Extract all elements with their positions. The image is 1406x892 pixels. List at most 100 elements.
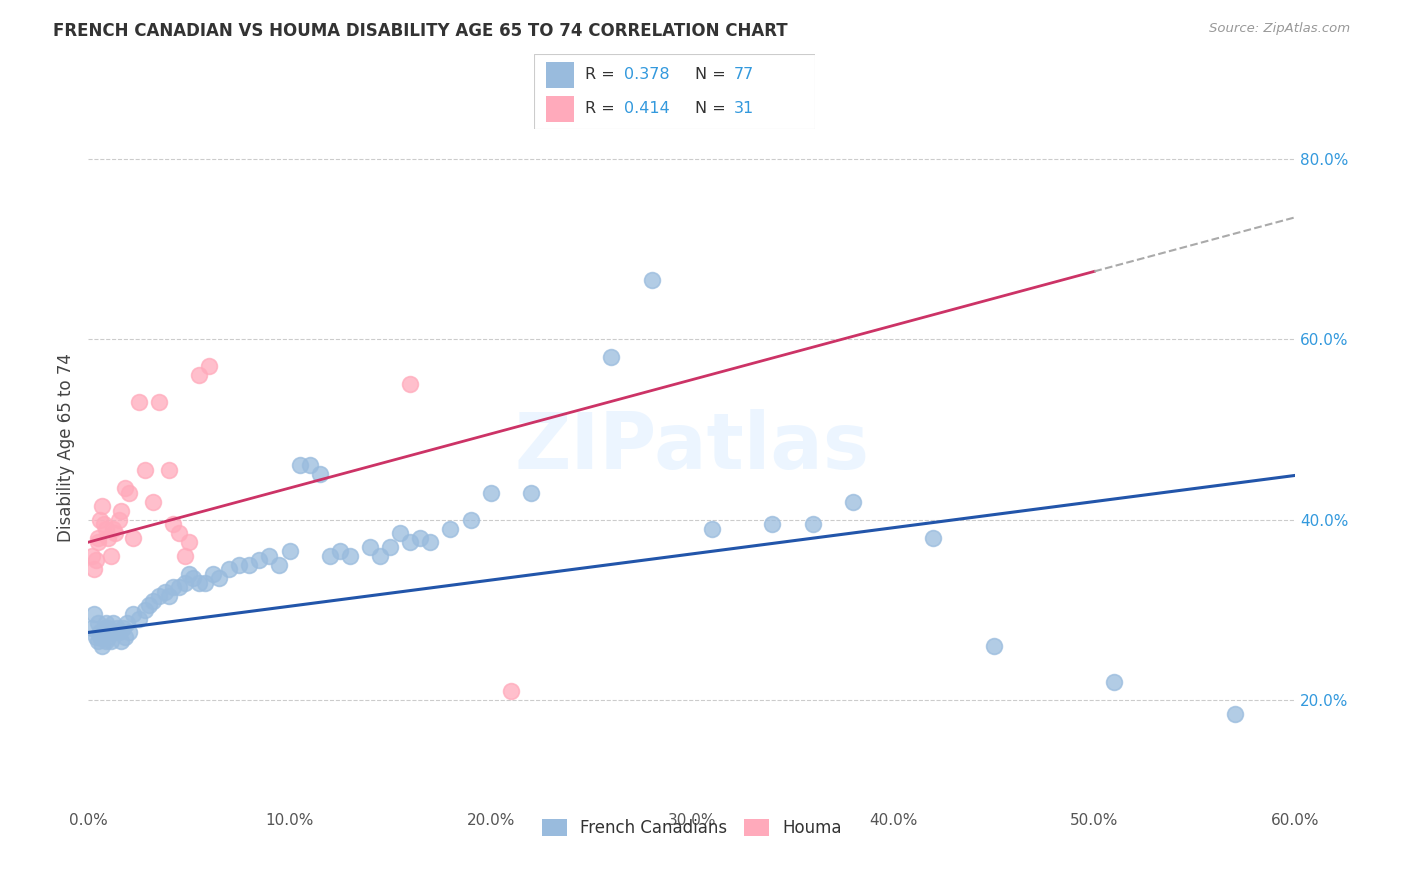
- Point: [339, 549, 361, 563]
- Point: [479, 485, 502, 500]
- Point: [117, 625, 139, 640]
- Point: [148, 590, 170, 604]
- Point: [409, 531, 432, 545]
- Point: [114, 481, 136, 495]
- Point: [174, 549, 197, 563]
- Point: [278, 544, 301, 558]
- Point: [89, 630, 111, 644]
- Point: [177, 566, 200, 581]
- Point: [368, 549, 391, 563]
- Point: [96, 522, 118, 536]
- Point: [83, 607, 105, 622]
- Point: [389, 526, 412, 541]
- Point: [259, 549, 281, 563]
- Point: [96, 616, 118, 631]
- Point: [162, 580, 184, 594]
- Point: [922, 531, 945, 545]
- Point: [460, 513, 482, 527]
- Bar: [546, 62, 574, 87]
- Point: [114, 630, 136, 644]
- Point: [87, 531, 110, 545]
- Point: [111, 621, 134, 635]
- Point: [107, 513, 129, 527]
- Point: [97, 621, 120, 635]
- Point: [134, 463, 156, 477]
- Point: [247, 553, 270, 567]
- Text: Source: ZipAtlas.com: Source: ZipAtlas.com: [1209, 22, 1350, 36]
- Point: [194, 575, 217, 590]
- Point: [128, 395, 150, 409]
- Point: [107, 625, 129, 640]
- Point: [188, 368, 211, 383]
- Point: [181, 571, 204, 585]
- Point: [138, 599, 160, 613]
- Point: [82, 621, 104, 635]
- Point: [142, 494, 165, 508]
- Point: [228, 558, 250, 572]
- Point: [842, 494, 865, 508]
- Point: [115, 616, 138, 631]
- Point: [96, 634, 118, 648]
- Point: [87, 616, 110, 631]
- Point: [174, 575, 197, 590]
- Text: N =: N =: [695, 102, 731, 116]
- Point: [93, 517, 115, 532]
- Point: [288, 458, 311, 473]
- Point: [105, 621, 128, 635]
- Point: [419, 535, 441, 549]
- Point: [121, 531, 143, 545]
- Point: [103, 625, 125, 640]
- Point: [97, 630, 120, 644]
- Point: [177, 535, 200, 549]
- Point: [298, 458, 321, 473]
- Point: [101, 616, 124, 631]
- Point: [100, 549, 122, 563]
- Point: [148, 395, 170, 409]
- Point: [499, 684, 522, 698]
- Point: [640, 273, 662, 287]
- Text: 0.414: 0.414: [624, 102, 671, 116]
- Point: [157, 463, 180, 477]
- Text: ZIPatlas: ZIPatlas: [515, 409, 869, 485]
- Point: [89, 625, 111, 640]
- Point: [399, 377, 422, 392]
- Point: [93, 621, 115, 635]
- Bar: [546, 96, 574, 122]
- Point: [121, 607, 143, 622]
- Point: [520, 485, 543, 500]
- Point: [110, 503, 132, 517]
- Point: [167, 580, 190, 594]
- Point: [162, 517, 184, 532]
- Point: [91, 639, 114, 653]
- Point: [983, 639, 1005, 653]
- Text: FRENCH CANADIAN VS HOUMA DISABILITY AGE 65 TO 74 CORRELATION CHART: FRENCH CANADIAN VS HOUMA DISABILITY AGE …: [53, 22, 787, 40]
- Point: [91, 625, 114, 640]
- Y-axis label: Disability Age 65 to 74: Disability Age 65 to 74: [58, 353, 75, 541]
- Point: [91, 499, 114, 513]
- Text: 0.378: 0.378: [624, 67, 669, 82]
- Point: [167, 526, 190, 541]
- FancyBboxPatch shape: [534, 54, 815, 129]
- Point: [188, 575, 211, 590]
- Point: [329, 544, 352, 558]
- Legend: French Canadians, Houma: French Canadians, Houma: [536, 812, 849, 844]
- Point: [93, 625, 115, 640]
- Point: [761, 517, 783, 532]
- Point: [134, 603, 156, 617]
- Point: [82, 549, 104, 563]
- Text: 77: 77: [734, 67, 754, 82]
- Point: [157, 590, 180, 604]
- Point: [153, 584, 176, 599]
- Point: [269, 558, 291, 572]
- Point: [1104, 675, 1126, 690]
- Point: [218, 562, 240, 576]
- Point: [100, 625, 122, 640]
- Point: [86, 630, 108, 644]
- Point: [142, 594, 165, 608]
- Point: [83, 562, 105, 576]
- Point: [198, 359, 221, 374]
- Point: [86, 553, 108, 567]
- Point: [117, 485, 139, 500]
- Point: [87, 634, 110, 648]
- Point: [87, 535, 110, 549]
